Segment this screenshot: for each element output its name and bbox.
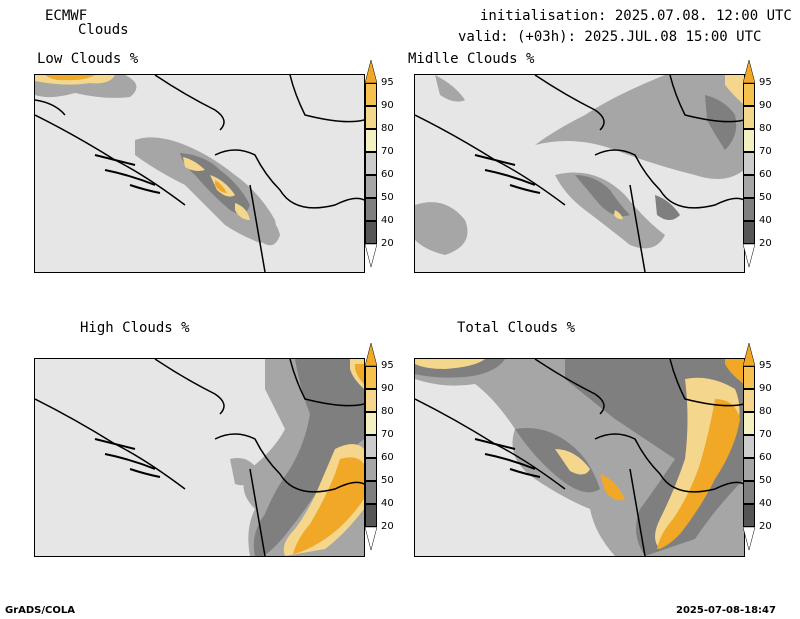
colorbar-tick-label: 70: [759, 146, 772, 157]
panel-title: Midlle Clouds %: [408, 51, 535, 67]
colorbar-tick-label: 90: [759, 100, 772, 111]
model-label: ECMWF: [45, 8, 88, 24]
colorbar-segment: [365, 458, 377, 481]
colorbar-segment: [743, 152, 755, 175]
colorbar-tick-label: 20: [759, 521, 772, 532]
valid-time: valid: (+03h): 2025.JUL.08 15:00 UTC: [458, 29, 762, 45]
colorbar-tick-label: 80: [759, 123, 772, 134]
colorbar-segment: [743, 366, 755, 389]
colorbar-segment: [365, 412, 377, 435]
colorbar-segment: [365, 129, 377, 152]
colorbar-tick-label: 20: [759, 238, 772, 249]
colorbar-high: 95 90 80 70 60 50 40 20: [365, 343, 394, 573]
colorbar-tick-label: 40: [381, 498, 394, 509]
colorbar-segment: [743, 221, 755, 244]
map-low-clouds: [34, 74, 365, 273]
colorbar-tick-label: 70: [381, 146, 394, 157]
colorbar-tick-label: 50: [759, 192, 772, 203]
colorbar-segment: [365, 221, 377, 244]
colorbar-segment: [365, 152, 377, 175]
colorbar-segment: [743, 129, 755, 152]
colorbar-tick-label: 80: [381, 123, 394, 134]
colorbar-segment: [365, 198, 377, 221]
colorbar-segment: [365, 366, 377, 389]
panel-title: Total Clouds %: [457, 320, 576, 336]
colorbar-tick-label: 90: [381, 100, 394, 111]
colorbar-tick-label: 90: [759, 383, 772, 394]
colorbar-segment: [743, 106, 755, 129]
colorbar-total: 95 90 80 70 60 50 40 20: [743, 343, 772, 573]
colorbar-tick-label: 40: [381, 215, 394, 226]
colorbar-tick-label: 40: [759, 498, 772, 509]
colorbar-segment: [365, 481, 377, 504]
cloud-field: [35, 359, 364, 556]
colorbar-tick-label: 60: [381, 452, 394, 463]
colorbar-segment: [743, 504, 755, 527]
colorbar-tick-label: 95: [381, 77, 394, 88]
colorbar-tick-label: 50: [759, 475, 772, 486]
colorbar-segment: [743, 83, 755, 106]
cloud-field: [35, 75, 364, 272]
colorbar-tick-label: 60: [381, 169, 394, 180]
colorbar-arrow-bottom: [743, 244, 755, 267]
colorbar-segment: [743, 389, 755, 412]
colorbar-middle: 95 90 80 70 60 50 40 20: [743, 60, 772, 290]
colorbar-tick-label: 20: [381, 238, 394, 249]
footer-software: GrADS/COLA: [5, 605, 75, 616]
map-middle-clouds: [414, 74, 745, 273]
colorbar-tick-label: 50: [381, 475, 394, 486]
colorbar-segment: [743, 198, 755, 221]
colorbar-tick-label: 95: [381, 360, 394, 371]
cloud-field: [415, 359, 744, 556]
colorbar-segment: [743, 412, 755, 435]
colorbar-arrow-bottom: [365, 527, 377, 550]
colorbar-segment: [743, 481, 755, 504]
colorbar-tick-label: 70: [759, 429, 772, 440]
colorbar-tick-label: 50: [381, 192, 394, 203]
colorbar-tick-label: 80: [381, 406, 394, 417]
colorbar-segment: [365, 175, 377, 198]
colorbar-tick-label: 40: [759, 215, 772, 226]
colorbar-segment: [365, 435, 377, 458]
colorbar-low: 95 90 80 70 60 50 40 20: [365, 60, 394, 290]
colorbar-segment: [365, 389, 377, 412]
colorbar-segment: [365, 106, 377, 129]
cloud-field: [415, 75, 744, 272]
colorbar-arrow-top: [365, 60, 377, 83]
colorbar-segment: [365, 504, 377, 527]
colorbar-arrow-top: [365, 343, 377, 366]
colorbar-tick-label: 60: [759, 452, 772, 463]
initialisation-time: initialisation: 2025.07.08. 12:00 UTC: [480, 8, 792, 24]
colorbar-arrow-top: [743, 343, 755, 366]
map-total-clouds: [414, 358, 745, 557]
colorbar-arrow-bottom: [743, 527, 755, 550]
map-high-clouds: [34, 358, 365, 557]
colorbar-arrow-top: [743, 60, 755, 83]
colorbar-tick-label: 80: [759, 406, 772, 417]
panel-title: Low Clouds %: [37, 51, 139, 67]
colorbar-tick-label: 95: [759, 360, 772, 371]
product-label: Clouds: [78, 22, 129, 38]
colorbar-tick-label: 60: [759, 169, 772, 180]
colorbar-tick-label: 20: [381, 521, 394, 532]
footer-timestamp: 2025-07-08-18:47: [676, 605, 776, 616]
colorbar-tick-label: 90: [381, 383, 394, 394]
colorbar-tick-label: 70: [381, 429, 394, 440]
colorbar-segment: [365, 83, 377, 106]
panel-title: High Clouds %: [80, 320, 190, 336]
colorbar-segment: [743, 175, 755, 198]
colorbar-tick-label: 95: [759, 77, 772, 88]
colorbar-segment: [743, 458, 755, 481]
colorbar-arrow-bottom: [365, 244, 377, 267]
colorbar-segment: [743, 435, 755, 458]
